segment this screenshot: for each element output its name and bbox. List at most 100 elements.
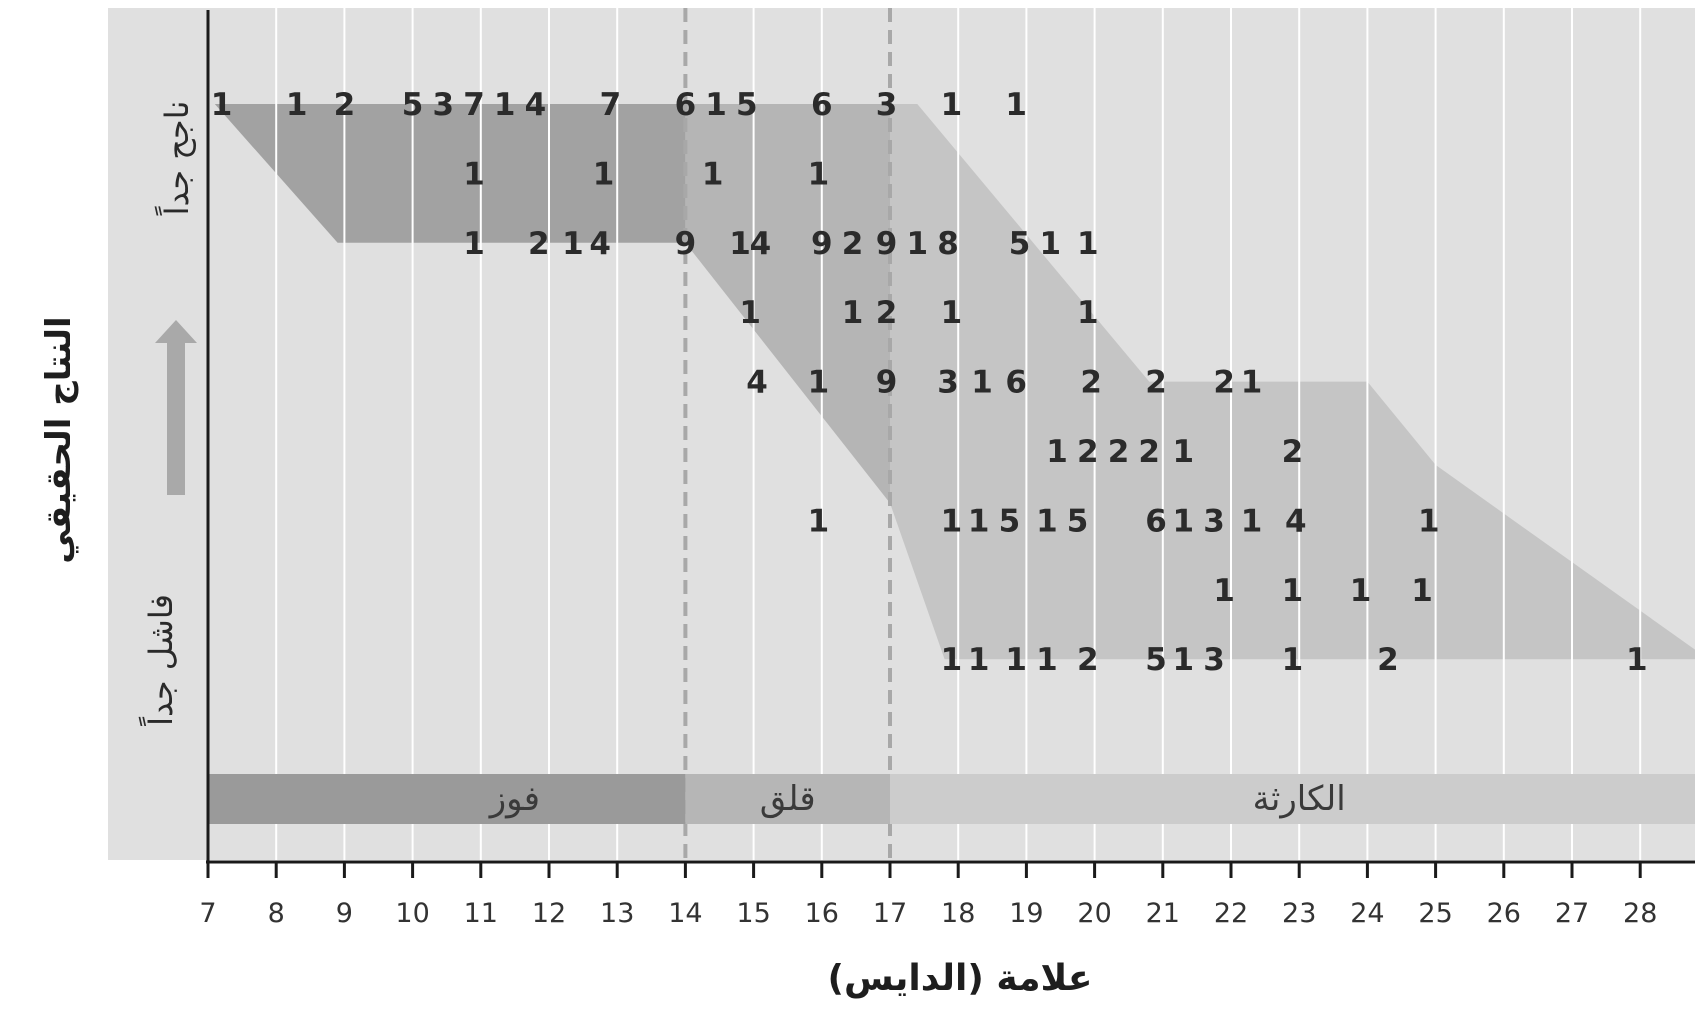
count-label: 1 <box>971 365 993 401</box>
count-label: 5 <box>402 87 424 123</box>
shaded-region-2 <box>685 104 890 504</box>
count-label: 1 <box>211 87 233 123</box>
shaded-region-1 <box>214 104 686 243</box>
x-tick-label: 11 <box>464 898 498 929</box>
y-axis-title: النتاج الحقيقي <box>39 316 79 563</box>
count-label: 1 <box>941 503 963 539</box>
count-label: 3 <box>433 87 455 123</box>
count-label: 2 <box>528 226 550 262</box>
x-tick-label: 8 <box>268 898 285 929</box>
count-label: 1 <box>968 503 990 539</box>
x-tick-label: 19 <box>1009 898 1043 929</box>
count-label: 1 <box>1005 87 1027 123</box>
shaded-regions <box>214 104 1695 660</box>
x-tick-label: 14 <box>668 898 702 929</box>
count-label: 4 <box>589 226 611 262</box>
zone-dividers <box>683 8 892 860</box>
count-label: 1 <box>705 87 727 123</box>
count-label: 2 <box>1138 434 1160 470</box>
x-tick-label: 24 <box>1350 898 1384 929</box>
zone-label: فوز <box>488 779 540 819</box>
count-labels: 1 1 2 5 3 7 1 4 7 6 1 5 6 3 1 11 1 1 11 2 1 4 9 14 9 2 9 1 8 5 1 11 1 2 1 1… <box>211 87 1648 678</box>
count-label: 1 <box>842 295 864 331</box>
x-tick-label: 22 <box>1214 898 1248 929</box>
count-label: 2 <box>876 295 898 331</box>
x-tick-label: 21 <box>1146 898 1180 929</box>
count-label: 1 <box>808 503 830 539</box>
count-label: 4 <box>746 365 768 401</box>
x-tick-label: 10 <box>395 898 429 929</box>
count-label: 6 <box>811 87 833 123</box>
count-label: 1 <box>494 87 516 123</box>
count-label: 2 <box>1077 642 1099 678</box>
x-tick-label: 26 <box>1487 898 1521 929</box>
count-label: 5 <box>999 503 1021 539</box>
count-label: 1 <box>1350 573 1372 609</box>
count-label: 5 <box>1145 642 1167 678</box>
count-label: 1 <box>463 156 485 192</box>
zone-bar <box>685 774 890 824</box>
count-label: 1 <box>1241 365 1263 401</box>
x-tick-label: 27 <box>1555 898 1589 929</box>
count-label: 1 <box>808 156 830 192</box>
count-label: 5 <box>1067 503 1089 539</box>
count-label: 7 <box>600 87 622 123</box>
count-label: 1 <box>907 226 929 262</box>
count-label: 1 <box>1173 503 1195 539</box>
x-tick-label: 13 <box>600 898 634 929</box>
y-top-label: ناجح جداً <box>154 101 196 216</box>
x-tick-label: 28 <box>1623 898 1657 929</box>
shaded-region-3 <box>890 104 1695 660</box>
count-label: 9 <box>675 226 697 262</box>
count-label: 1 <box>702 156 724 192</box>
count-label: 1 <box>593 156 615 192</box>
x-tick-label: 18 <box>941 898 975 929</box>
count-label: 2 <box>1282 434 1304 470</box>
count-label: 2 <box>1145 365 1167 401</box>
x-tick-label: 16 <box>805 898 839 929</box>
zone-bar <box>208 774 686 824</box>
count-label: 6 <box>1145 503 1167 539</box>
count-label: 1 <box>1241 503 1263 539</box>
count-label: 1 <box>1282 573 1304 609</box>
zone-label: قلق <box>760 779 816 819</box>
count-label: 6 <box>1005 365 1027 401</box>
count-label: 8 <box>937 226 959 262</box>
x-tick-label: 9 <box>336 898 353 929</box>
x-tick-label: 25 <box>1418 898 1452 929</box>
count-label: 1 <box>1173 642 1195 678</box>
count-label: 1 <box>1077 295 1099 331</box>
count-label: 2 <box>334 87 356 123</box>
count-label: 2 <box>842 226 864 262</box>
count-label: 2 <box>1213 365 1235 401</box>
count-label: 9 <box>876 226 898 262</box>
count-label: 3 <box>1203 642 1225 678</box>
count-label: 9 <box>811 226 833 262</box>
count-label: 3 <box>1203 503 1225 539</box>
count-label: 5 <box>1009 226 1031 262</box>
count-label: 4 <box>1285 503 1307 539</box>
count-label: 7 <box>463 87 485 123</box>
x-axis-ticks: 7 8 9 10 11 12 13 14 15 16 17 18 19 20 21 22 23 24 25 26 27 2… <box>199 862 1657 929</box>
count-label: 4 <box>525 87 547 123</box>
x-tick-label: 23 <box>1282 898 1316 929</box>
count-label: 1 <box>562 226 584 262</box>
gridlines <box>275 8 1642 860</box>
zone-band: فوز قلق الكارثة <box>208 774 1695 824</box>
x-tick-label: 20 <box>1077 898 1111 929</box>
count-label: 1 <box>739 295 761 331</box>
count-label: 1 <box>729 226 751 262</box>
count-label: 5 <box>736 87 758 123</box>
zone-bar <box>890 774 1695 824</box>
count-label: 1 <box>1005 642 1027 678</box>
count-label: 1 <box>1040 226 1062 262</box>
x-tick-label: 7 <box>199 898 216 929</box>
count-label: 1 <box>1626 642 1648 678</box>
count-label: 2 <box>1108 434 1130 470</box>
count-label: 2 <box>1377 642 1399 678</box>
up-arrow-icon <box>155 320 197 495</box>
count-label: 1 <box>286 87 308 123</box>
count-label: 1 <box>1213 573 1235 609</box>
y-bottom-label: فاشل جداً <box>138 594 180 726</box>
